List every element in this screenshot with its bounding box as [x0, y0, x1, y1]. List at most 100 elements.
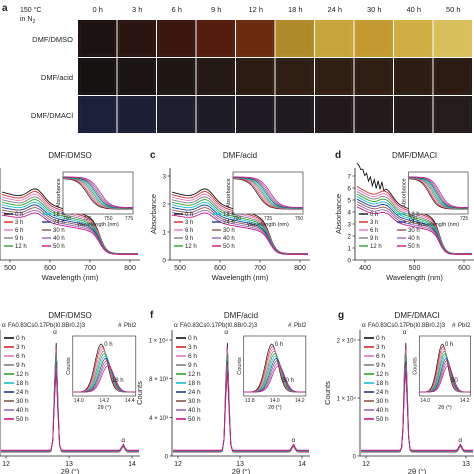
legend-label: 24 h	[188, 389, 201, 396]
photo-tile	[354, 20, 393, 57]
panel-title: DMF/acid	[224, 311, 258, 320]
condition-line2: in N2	[20, 16, 35, 25]
inset-x-tick: 14.2	[460, 398, 470, 404]
time-label: 24 h	[327, 5, 342, 14]
inset-annotation: 0 h	[104, 342, 112, 348]
tile-frame	[356, 59, 392, 94]
absorbance-inset: Absorbance 700 725 750 775 Wavelength (nm)	[56, 171, 133, 228]
perovskite-marker: α	[174, 322, 178, 329]
photo-tile	[433, 58, 472, 95]
legend-label: 12 h	[16, 371, 29, 378]
x-tick-label: 700	[254, 265, 266, 272]
x-tick-label: 800	[124, 265, 136, 272]
inset-x-label: Wavelength (nm)	[417, 222, 459, 228]
tile-frame	[237, 21, 273, 56]
y-tick-label: 8 × 10³	[149, 377, 168, 383]
row-label: DMF/acid	[41, 73, 73, 82]
y-tick-label: 6	[347, 186, 351, 193]
tile-frame	[237, 59, 273, 94]
x-axis-label: Wavelength (nm)	[42, 273, 99, 282]
inset-y-label: Counts	[237, 357, 243, 375]
x-axis-label: 2θ (°)	[232, 467, 251, 474]
legend-label: 3 h	[370, 220, 378, 226]
panel-a: a 150 °C in N2 0 h 3 h 6 h 9 h 12 h 18 h 24 h 3…	[2, 3, 472, 133]
inset-x-tick: 14.0	[270, 398, 280, 404]
legend-label: 30 h	[376, 398, 389, 405]
tile-frame	[316, 59, 352, 94]
inset-x-tick: 700	[408, 216, 417, 222]
tile-frame	[395, 59, 431, 94]
photo-tile	[394, 20, 433, 57]
legend-label: 3 h	[15, 220, 23, 226]
peak-marker: α	[121, 437, 125, 444]
y-axis-label: Counts	[323, 381, 332, 405]
photo-tile	[275, 58, 314, 95]
photo-grid	[78, 20, 472, 133]
pbi2-marker: #	[118, 322, 122, 329]
photo-tile	[157, 58, 196, 95]
inset-x-tick: 14.2	[99, 398, 109, 404]
legend-label: 50 h	[408, 244, 420, 250]
x-axis-label: 2θ (°)	[408, 467, 427, 474]
x-tick-label: 12	[174, 461, 182, 468]
legend-label: 12 h	[188, 371, 201, 378]
y-axis-label: Absorbance	[334, 194, 343, 234]
inset-annotation: 50	[451, 378, 458, 384]
peak-marker: α	[458, 437, 462, 444]
photo-tile	[275, 96, 314, 133]
inset-curve	[72, 365, 136, 393]
y-tick-label: 5	[347, 198, 351, 205]
photo-tile	[236, 58, 275, 95]
y-tick-label: 2 × 10⁴	[337, 338, 357, 345]
pbi2-marker: #	[288, 322, 292, 329]
absorbance-panel: d DMF/DMACl 400 500 600 Wavelength (nm) 0 1 2 3 4 5…	[334, 150, 474, 282]
y-tick-label: 3	[162, 174, 166, 181]
inset-x-tick: 700	[233, 216, 242, 222]
tile-frame	[435, 97, 471, 132]
inset-y-label: Absorbance	[226, 178, 232, 207]
formula-label: FA0.83Cs0.17Pb(I0.8Br0.2)3	[368, 323, 446, 329]
xrd-curve	[361, 370, 473, 451]
inset-y-label: Counts	[412, 357, 418, 375]
legend-label: 6 h	[188, 353, 197, 360]
legend-label: 9 h	[370, 236, 378, 242]
tile-frame	[277, 97, 313, 132]
y-tick-label: 4 × 10³	[149, 416, 168, 422]
tile-frame	[79, 59, 115, 94]
legend-label: 0 h	[376, 335, 385, 342]
tile-frame	[435, 59, 471, 94]
photo-tile	[394, 96, 433, 133]
photo-tile	[315, 20, 354, 57]
x-tick-label: 500	[409, 265, 421, 272]
y-axis-label: Counts	[135, 381, 144, 405]
legend-label: 9 h	[15, 236, 23, 242]
inset-annotation: 0 h	[275, 342, 283, 348]
x-tick-label: 600	[214, 265, 226, 272]
legend-label: 40 h	[223, 236, 235, 242]
row-labels: DMF/DMSO DMF/acid DMF/DMACl	[31, 35, 73, 120]
tile-frame	[119, 21, 155, 56]
x-tick-label: 12	[2, 461, 10, 468]
inset-x-tick: 725	[264, 216, 273, 222]
inset-curve	[233, 176, 304, 208]
photo-tile	[315, 96, 354, 133]
legend-label: 18 h	[16, 380, 29, 387]
pbi2-marker: #	[452, 322, 456, 329]
photo-tile	[78, 96, 117, 133]
legend-label: 18 h	[188, 380, 201, 387]
time-label: 9 h	[211, 5, 221, 14]
photo-tile	[78, 20, 117, 57]
tile-frame	[119, 59, 155, 94]
legend-label: 18 h	[223, 212, 235, 218]
inset-y-label: Counts	[66, 357, 72, 375]
xrd-inset: 0 h 50 Counts 14.0 14.2 2θ (°)	[412, 335, 471, 411]
inset-x-tick: 14.0	[74, 398, 84, 404]
x-tick-label: 500	[4, 265, 16, 272]
legend-label: 0 h	[16, 335, 25, 342]
legend-label: 0 h	[188, 335, 197, 342]
time-label: 50 h	[446, 5, 461, 14]
